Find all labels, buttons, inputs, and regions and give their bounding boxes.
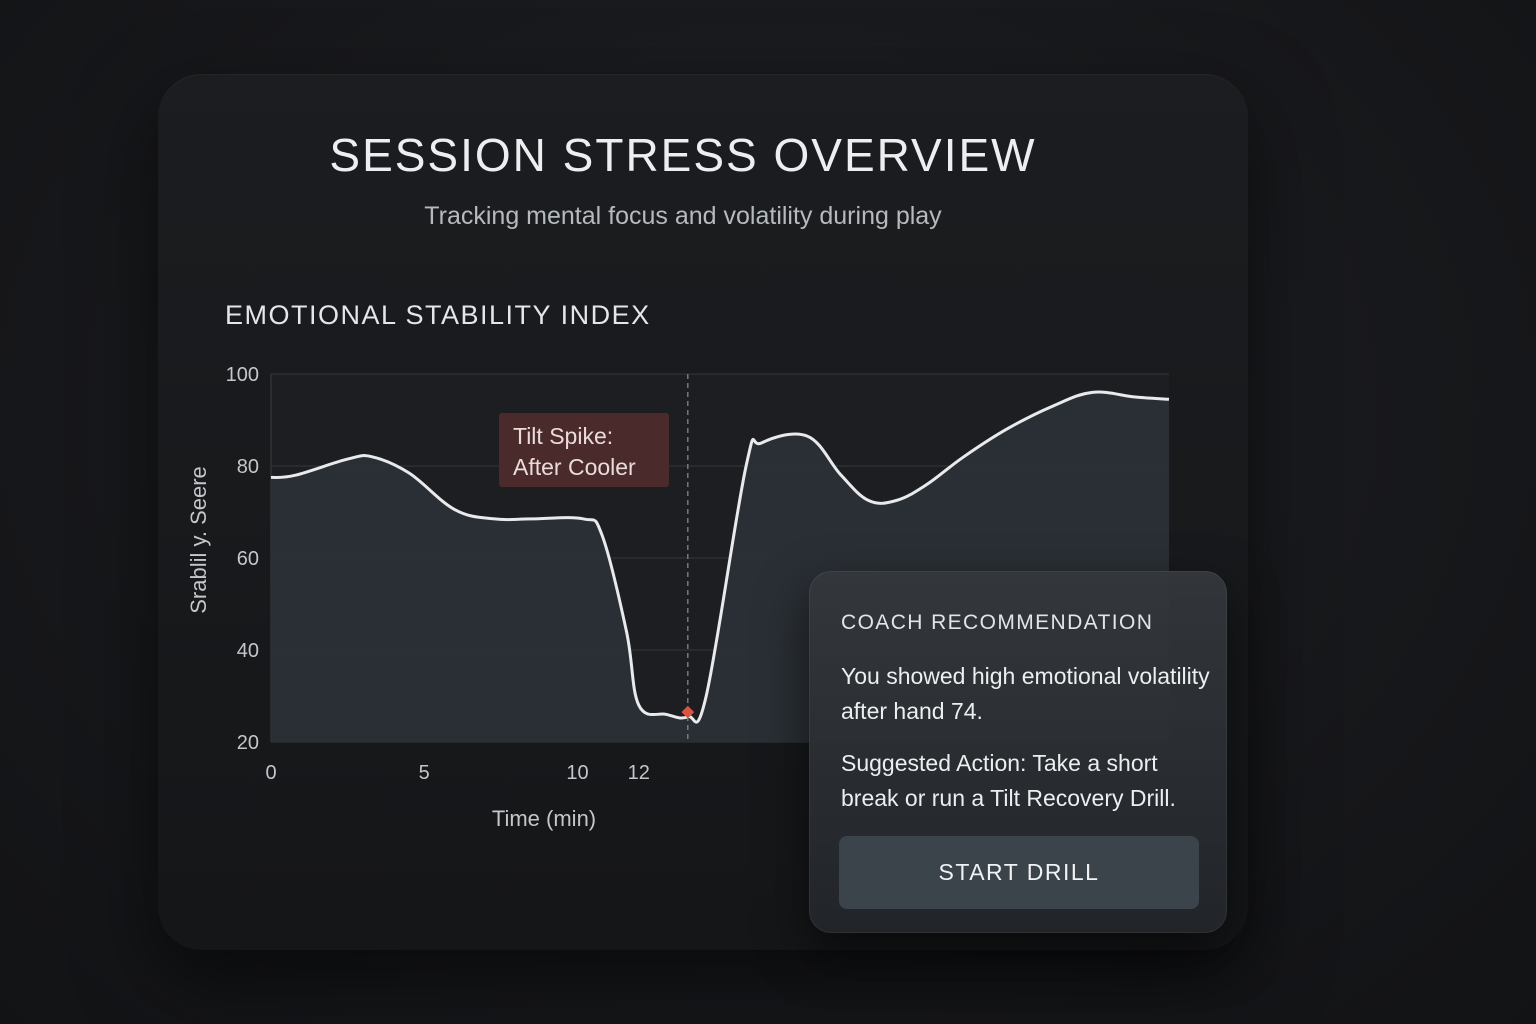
- x-tick-label: 5: [419, 762, 430, 784]
- y-tick-label: 20: [237, 732, 259, 754]
- y-tick-label: 40: [237, 640, 259, 662]
- y-tick-label: 60: [237, 548, 259, 570]
- page-subtitle: Tracking mental focus and volatility dur…: [424, 202, 942, 230]
- coach-message: You showed high emotional volatility aft…: [841, 663, 1210, 724]
- y-tick-label: 100: [226, 364, 259, 386]
- coach-recommendation-panel: COACH RECOMMENDATION You showed high emo…: [809, 571, 1227, 933]
- x-axis-label: Time (min): [492, 806, 596, 831]
- x-tick-label: 10: [566, 762, 588, 784]
- coach-suggested-action: Suggested Action: Take a short break or …: [841, 750, 1176, 811]
- x-tick-label: 0: [265, 762, 276, 784]
- start-drill-button[interactable]: START DRILL: [839, 836, 1199, 909]
- y-axis-label: Srablil y. Seere: [186, 466, 211, 614]
- y-tick-label: 80: [237, 456, 259, 478]
- tilt-spike-annotation: Tilt Spike: After Cooler: [499, 413, 669, 487]
- chart-section-title: EMOTIONAL STABILITY INDEX: [225, 300, 651, 330]
- annotation-line-2: After Cooler: [513, 454, 636, 480]
- x-axis-ticks: 0 5 10 12: [265, 762, 649, 784]
- y-axis-ticks: 100 80 60 40 20: [226, 364, 259, 754]
- page-title: SESSION STRESS OVERVIEW: [329, 129, 1037, 181]
- coach-title: COACH RECOMMENDATION: [841, 611, 1154, 634]
- x-tick-label: 12: [628, 762, 650, 784]
- stability-line: [270, 390, 1170, 724]
- annotation-line-1: Tilt Spike:: [513, 423, 614, 449]
